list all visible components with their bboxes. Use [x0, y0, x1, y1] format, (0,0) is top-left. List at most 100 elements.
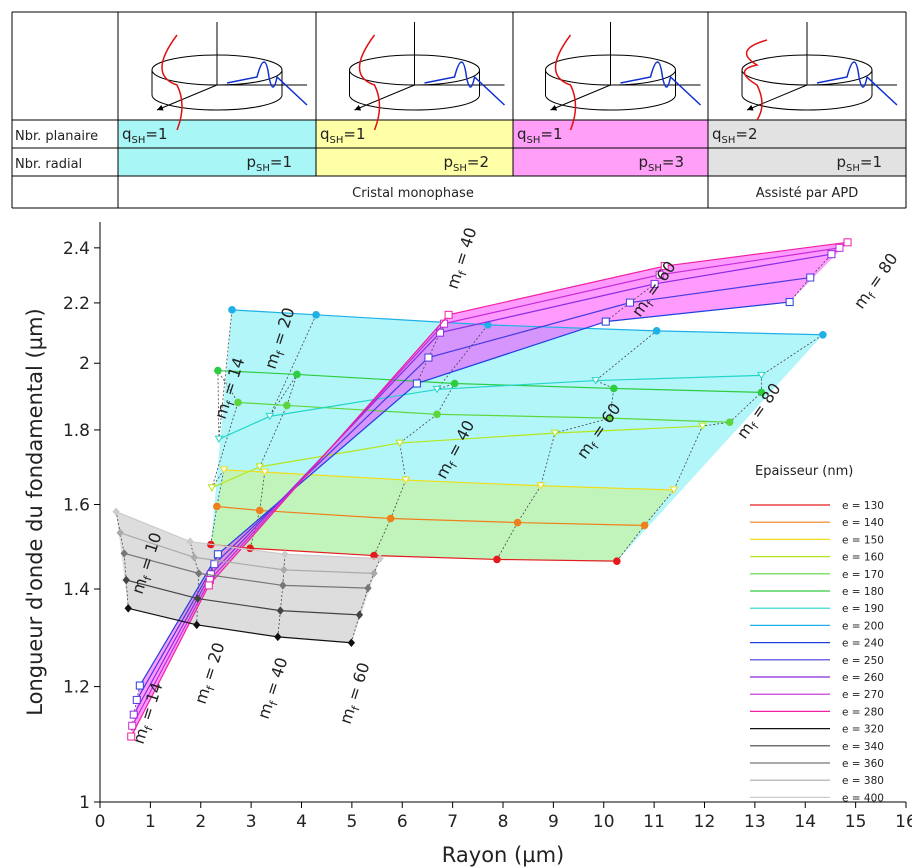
value: = 40 — [449, 225, 481, 273]
marker — [835, 243, 844, 252]
legend-label: e = 360 — [842, 758, 884, 770]
subscript: f — [267, 699, 281, 708]
marker — [129, 710, 138, 719]
value: = 80 — [861, 249, 902, 296]
disk-side — [545, 70, 676, 111]
marker — [207, 484, 217, 492]
marker — [601, 317, 610, 326]
marker — [193, 620, 201, 630]
marker — [655, 270, 664, 279]
marker — [669, 486, 679, 495]
series-line — [115, 511, 381, 560]
marker — [279, 581, 287, 590]
subscript: SH — [330, 135, 344, 146]
marker — [698, 422, 707, 431]
marker — [424, 353, 433, 362]
marker — [260, 468, 270, 477]
mf-line — [210, 309, 239, 545]
symbol: q — [517, 125, 527, 143]
value: =1 — [270, 153, 292, 171]
x-tick-label: 4 — [296, 812, 307, 832]
symbol: q — [712, 125, 722, 143]
marker — [112, 507, 120, 516]
marker — [806, 273, 815, 282]
legend-label: e = 260 — [842, 672, 884, 684]
y-tick-label: 1.8 — [63, 421, 90, 441]
x-tick-label: 8 — [498, 812, 509, 832]
x-tick-label: 7 — [447, 812, 458, 832]
marker — [440, 319, 449, 328]
legend-label: e = 170 — [842, 569, 884, 581]
x-tick-label: 13 — [744, 812, 766, 832]
y-tick-label: 1.2 — [63, 678, 90, 698]
marker — [276, 606, 285, 615]
value: =1 — [540, 125, 562, 143]
radial-number: pSH=1 — [246, 153, 292, 174]
table-cell — [118, 148, 316, 176]
shaded-region — [116, 511, 381, 643]
marker — [725, 418, 734, 427]
marker — [214, 366, 222, 375]
symbol: m — [261, 351, 284, 372]
radial-number: pSH=2 — [443, 153, 489, 174]
subscript: SH — [648, 163, 662, 174]
symbol: m — [443, 271, 466, 292]
symbol: q — [320, 125, 330, 143]
table-cell — [708, 148, 906, 176]
subscript: f — [644, 298, 658, 310]
marker — [493, 555, 501, 564]
marker — [843, 238, 852, 247]
marker — [355, 610, 364, 620]
marker — [450, 379, 459, 388]
legend-label: e = 320 — [842, 724, 884, 736]
row-label: Nbr. planaire — [15, 129, 98, 144]
marker — [640, 521, 649, 530]
x-tick-label: 10 — [593, 812, 615, 832]
marker — [444, 310, 453, 319]
symbol: p — [443, 153, 453, 171]
y-tick-label: 1 — [79, 793, 90, 813]
value: = 40 — [260, 655, 292, 703]
subscript: f — [224, 399, 238, 408]
marker — [591, 377, 601, 385]
marker — [610, 384, 618, 393]
marker — [234, 398, 242, 407]
axis-arrows — [157, 22, 307, 110]
marker — [613, 557, 621, 565]
planar-number: qSH=2 — [712, 125, 758, 146]
subscript: SH — [722, 135, 736, 146]
marker — [757, 388, 766, 397]
legend-label: e = 380 — [842, 775, 884, 787]
mf-line — [373, 324, 489, 556]
subscript: f — [866, 290, 880, 302]
subscript: f — [589, 440, 603, 452]
marker — [246, 544, 254, 553]
marker — [376, 554, 384, 563]
y-tick-label: 2.2 — [63, 294, 90, 314]
disk-side — [151, 70, 283, 111]
legend-label: e = 340 — [842, 741, 884, 753]
legend-label: e = 140 — [842, 517, 884, 529]
marker — [386, 514, 395, 523]
marker — [210, 560, 219, 569]
marker — [513, 518, 522, 527]
planar-mode — [358, 34, 381, 131]
table-cell — [513, 148, 708, 176]
marker — [652, 327, 661, 335]
series-line — [128, 607, 352, 644]
x-tick-label: 2 — [195, 812, 206, 832]
mf-line — [616, 334, 824, 562]
group-label: Assisté par APD — [756, 186, 859, 201]
subscript: f — [456, 269, 470, 278]
legend-label: e = 130 — [842, 500, 884, 512]
x-tick-label: 16 — [895, 812, 912, 832]
marker — [120, 549, 128, 558]
marker — [433, 410, 441, 419]
symbol: m — [191, 686, 214, 707]
legend-label: e = 250 — [842, 655, 884, 667]
symbol: q — [122, 125, 132, 143]
marker — [395, 439, 405, 448]
legend-title: Epaisseur (nm) — [755, 464, 853, 479]
symbol: m — [336, 706, 359, 727]
